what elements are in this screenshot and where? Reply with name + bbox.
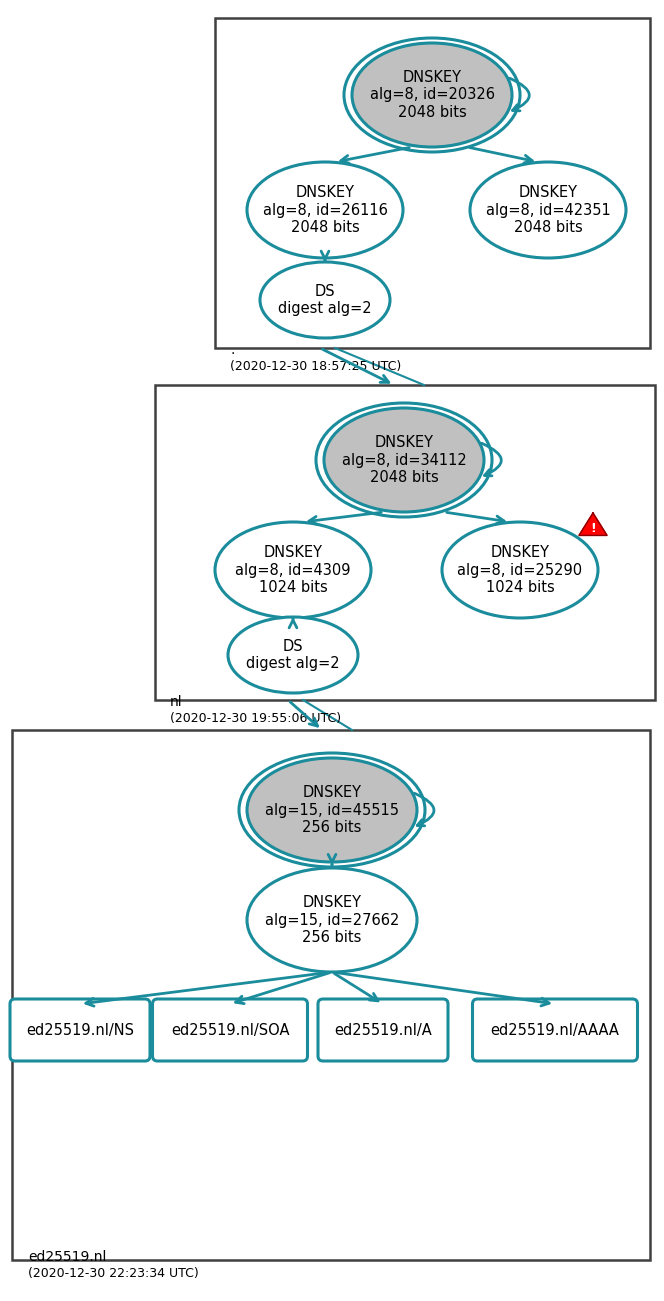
FancyBboxPatch shape [153,999,307,1062]
Text: ed25519.nl/SOA: ed25519.nl/SOA [171,1023,290,1037]
Text: DS
digest alg=2: DS digest alg=2 [246,639,340,671]
FancyBboxPatch shape [473,999,637,1062]
Ellipse shape [247,163,403,258]
Ellipse shape [352,43,512,147]
Bar [215,18,650,347]
Bar [155,385,655,700]
Text: DS
digest alg=2: DS digest alg=2 [278,284,372,316]
Text: DNSKEY
alg=8, id=4309
1024 bits: DNSKEY alg=8, id=4309 1024 bits [235,545,351,595]
FancyBboxPatch shape [318,999,448,1062]
Text: DNSKEY
alg=8, id=26116
2048 bits: DNSKEY alg=8, id=26116 2048 bits [262,185,387,235]
Text: DNSKEY
alg=8, id=42351
2048 bits: DNSKEY alg=8, id=42351 2048 bits [485,185,610,235]
Text: DNSKEY
alg=8, id=20326
2048 bits: DNSKEY alg=8, id=20326 2048 bits [369,70,495,120]
Text: (2020-12-30 18:57:25 UTC): (2020-12-30 18:57:25 UTC) [230,360,401,373]
Ellipse shape [247,758,417,863]
Bar [12,730,650,1259]
Text: DNSKEY
alg=8, id=25290
1024 bits: DNSKEY alg=8, id=25290 1024 bits [457,545,582,595]
Ellipse shape [228,617,358,693]
Text: .: . [230,343,234,356]
Text: (2020-12-30 19:55:06 UTC): (2020-12-30 19:55:06 UTC) [170,712,341,725]
Ellipse shape [247,868,417,972]
Text: DNSKEY
alg=15, id=27662
256 bits: DNSKEY alg=15, id=27662 256 bits [265,895,399,945]
Text: ed25519.nl: ed25519.nl [28,1250,106,1265]
Ellipse shape [260,262,390,338]
Ellipse shape [442,522,598,618]
Text: DNSKEY
alg=15, id=45515
256 bits: DNSKEY alg=15, id=45515 256 bits [265,785,399,835]
Text: ed25519.nl/AAAA: ed25519.nl/AAAA [491,1023,620,1037]
Ellipse shape [215,522,371,618]
Text: nl: nl [170,695,183,709]
Text: !: ! [590,522,596,535]
Text: (2020-12-30 22:23:34 UTC): (2020-12-30 22:23:34 UTC) [28,1267,199,1280]
Text: ed25519.nl/NS: ed25519.nl/NS [26,1023,134,1037]
FancyBboxPatch shape [10,999,150,1062]
Ellipse shape [470,163,626,258]
Ellipse shape [324,409,484,513]
Text: ed25519.nl/A: ed25519.nl/A [334,1023,432,1037]
Polygon shape [579,513,607,536]
Text: DNSKEY
alg=8, id=34112
2048 bits: DNSKEY alg=8, id=34112 2048 bits [341,435,466,485]
